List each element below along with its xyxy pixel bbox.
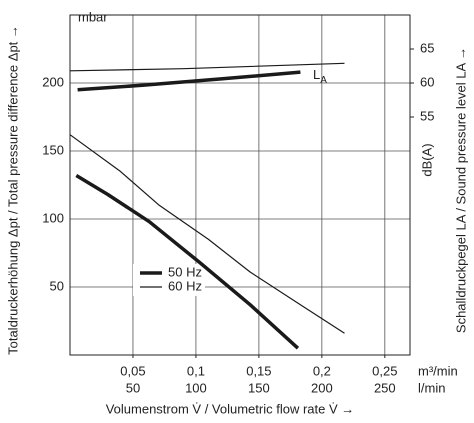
x2-tick-label: 0,25 xyxy=(372,363,397,378)
y-tick-label: 50 xyxy=(50,278,64,293)
series-line xyxy=(77,70,301,92)
x-tick-label: 100 xyxy=(185,380,207,395)
series-line xyxy=(75,174,300,350)
y-tick-label: 150 xyxy=(42,142,64,157)
x-tick-label: 50 xyxy=(126,380,140,395)
plot-frame xyxy=(69,14,411,356)
x-label: Volumenstrom V̇ / Volumetric flow rate V… xyxy=(106,401,355,416)
y-label: Totaldruckerhöhung Δpt / Total pressure … xyxy=(5,25,20,355)
y-unit: mbar xyxy=(78,9,108,24)
y2-tick-label: 65 xyxy=(420,40,434,55)
series-line xyxy=(69,134,345,334)
x-unit: l/min xyxy=(418,380,445,395)
y2-unit: dB(A) xyxy=(419,143,434,176)
x2-tick-label: 0,05 xyxy=(120,363,145,378)
legend-box xyxy=(133,264,205,296)
y2-tick-label: 60 xyxy=(420,74,434,89)
annotation-text: L xyxy=(313,67,320,82)
x2-tick-label: 0,15 xyxy=(246,363,271,378)
x-tick-label: 150 xyxy=(248,380,270,395)
y2-label: Schalldruckpegel LA / Sound pressure lev… xyxy=(453,47,468,333)
legend-label: 60 Hz xyxy=(168,278,202,293)
y-tick-label: 200 xyxy=(42,74,64,89)
y-tick-label: 100 xyxy=(42,210,64,225)
x2-unit: m³/min xyxy=(418,363,458,378)
x2-tick-label: 0,2 xyxy=(313,363,331,378)
legend-label: 50 Hz xyxy=(168,264,202,279)
annotation-sub: A xyxy=(320,75,327,86)
x-tick-label: 200 xyxy=(311,380,333,395)
y2-tick-label: 55 xyxy=(420,108,434,123)
x-tick-label: 250 xyxy=(374,380,396,395)
series-line xyxy=(69,62,345,72)
annotation: LA xyxy=(313,67,327,85)
x2-tick-label: 0,1 xyxy=(187,363,205,378)
